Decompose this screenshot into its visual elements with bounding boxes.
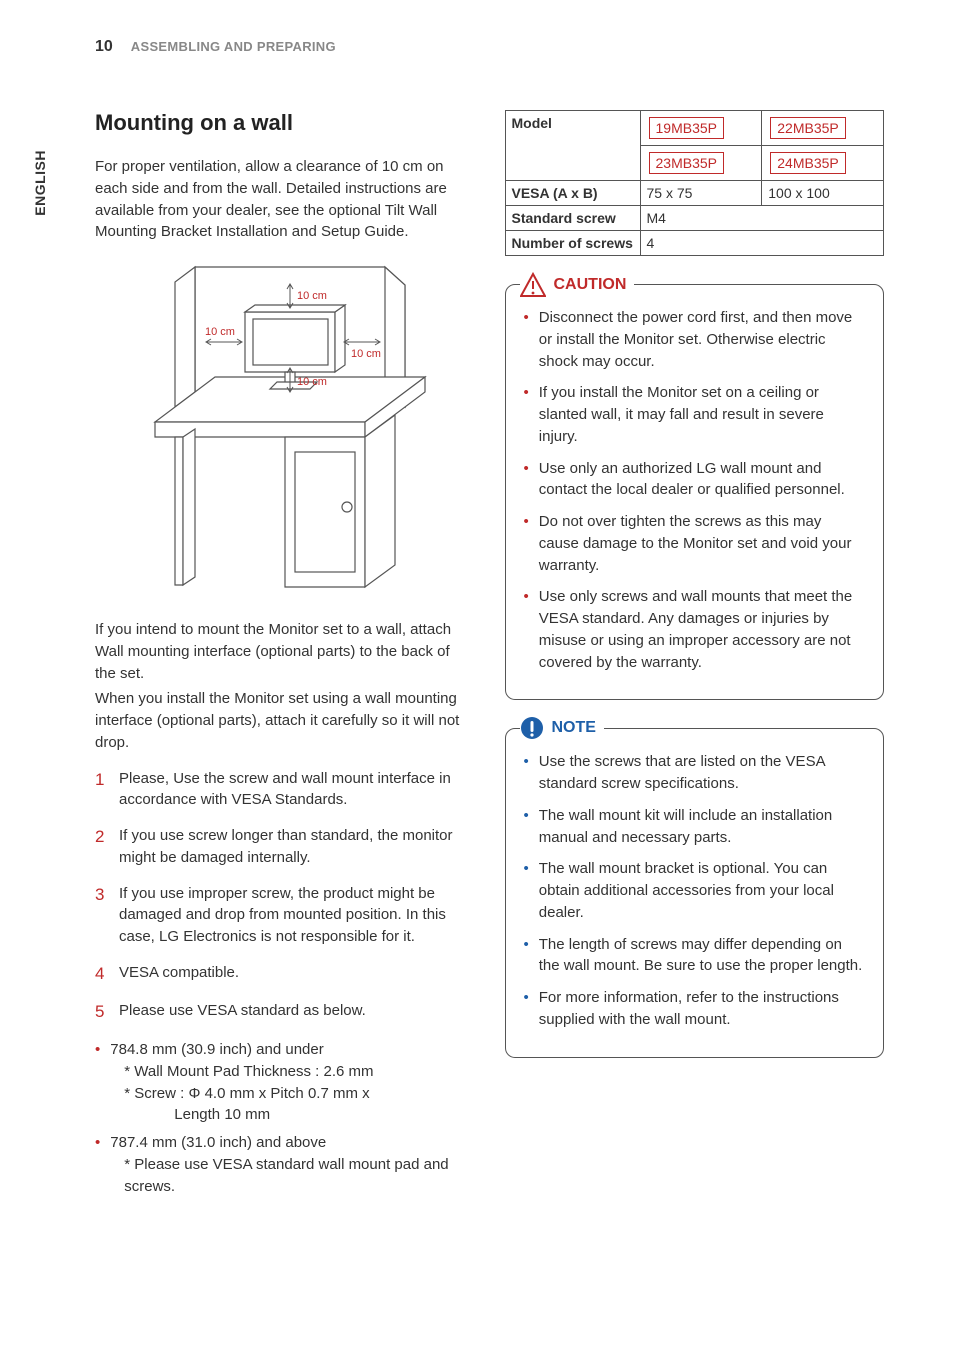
note-item: •For more information, refer to the inst… (524, 987, 866, 1031)
page-header: 10 ASSEMBLING AND PREPARING (95, 38, 884, 56)
note-box: NOTE •Use the screws that are listed on … (505, 728, 885, 1057)
caution-icon (520, 272, 546, 298)
spec-bullet-2: • 787.4 mm (31.0 inch) and above * Pleas… (95, 1132, 475, 1197)
note-item: •The wall mount bracket is optional. You… (524, 858, 866, 923)
dim-right: 10 cm (351, 348, 381, 360)
caution-item: •If you install the Monitor set on a cei… (524, 382, 866, 447)
para-after-2: When you install the Monitor set using a… (95, 688, 475, 753)
spec-bullets: • 784.8 mm (30.9 inch) and under * Wall … (95, 1039, 475, 1197)
step-2: 2If you use screw longer than standard, … (95, 825, 475, 869)
step-3: 3If you use improper screw, the product … (95, 883, 475, 948)
row-vesa-label: VESA (A x B) (505, 181, 640, 206)
ventilation-diagram: 10 cm 10 cm 10 cm 10 cm (95, 257, 475, 597)
model-chip: 22MB35P (770, 117, 845, 139)
caution-item: •Do not over tighten the screws as this … (524, 511, 866, 576)
para-after-1: If you intend to mount the Monitor set t… (95, 619, 475, 684)
model-chip: 24MB35P (770, 152, 845, 174)
caution-box: CAUTION •Disconnect the power cord first… (505, 284, 885, 700)
note-title: NOTE (552, 719, 596, 737)
row-screw-label: Standard screw (505, 206, 640, 231)
language-tab: ENGLISH (32, 150, 48, 216)
screw-value: M4 (640, 206, 884, 231)
caution-title: CAUTION (554, 276, 627, 294)
step-1: 1Please, Use the screw and wall mount in… (95, 768, 475, 812)
heading-mounting: Mounting on a wall (95, 110, 475, 136)
vesa-v2: 100 x 100 (762, 181, 884, 206)
note-icon (520, 716, 544, 740)
spec-table: Model 19MB35P 22MB35P 23MB35P 24MB35P VE… (505, 110, 885, 256)
step-5: 5Please use VESA standard as below. (95, 1000, 475, 1025)
caution-item: •Use only screws and wall mounts that me… (524, 586, 866, 673)
row-count-label: Number of screws (505, 231, 640, 256)
page-number: 10 (95, 38, 113, 56)
count-value: 4 (640, 231, 884, 256)
section-header: ASSEMBLING AND PREPARING (131, 39, 336, 54)
intro-paragraph: For proper ventilation, allow a clearanc… (95, 156, 475, 243)
spec-bullet-1: • 784.8 mm (30.9 inch) and under * Wall … (95, 1039, 475, 1126)
caution-item: •Use only an authorized LG wall mount an… (524, 458, 866, 502)
right-column: Model 19MB35P 22MB35P 23MB35P 24MB35P VE… (505, 110, 885, 1207)
vesa-v1: 75 x 75 (640, 181, 762, 206)
note-item: •The length of screws may differ dependi… (524, 934, 866, 978)
dim-left: 10 cm (205, 326, 235, 338)
caution-item: •Disconnect the power cord first, and th… (524, 307, 866, 372)
step-4: 4VESA compatible. (95, 962, 475, 987)
row-model-label: Model (505, 111, 640, 181)
left-column: Mounting on a wall For proper ventilatio… (95, 110, 475, 1207)
numbered-steps: 1Please, Use the screw and wall mount in… (95, 768, 475, 1026)
model-chip: 19MB35P (649, 117, 724, 139)
note-item: •Use the screws that are listed on the V… (524, 751, 866, 795)
model-chip: 23MB35P (649, 152, 724, 174)
dim-top: 10 cm (297, 290, 327, 302)
note-item: •The wall mount kit will include an inst… (524, 805, 866, 849)
dim-bottom: 10 cm (297, 376, 327, 388)
